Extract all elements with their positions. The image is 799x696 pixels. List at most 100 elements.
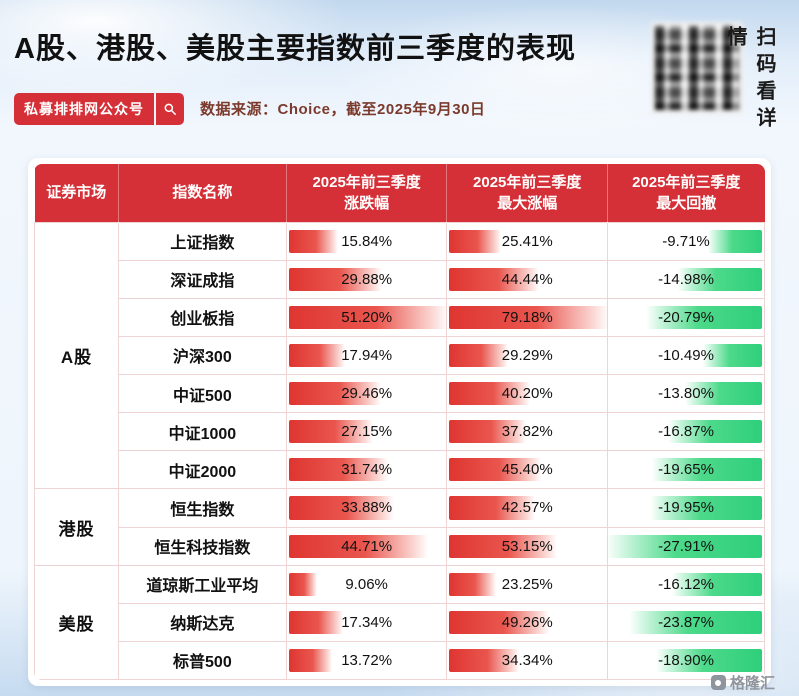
change-cell: 29.46% — [285, 373, 448, 414]
value-label: 53.15% — [501, 537, 553, 555]
drawdown-bar — [703, 343, 762, 367]
change-cell: 17.94% — [285, 335, 448, 376]
value-label: 42.57% — [501, 499, 553, 517]
drawdown-bar — [652, 458, 762, 482]
col-header-change: 2025年前三季度 涨跌幅 — [286, 164, 448, 222]
drawdown-bar — [656, 648, 762, 672]
value-label: 37.82% — [501, 423, 553, 441]
max-gain-cell: 45.40% — [446, 450, 609, 490]
value-label: -27.91% — [658, 537, 714, 555]
value-label: 44.44% — [501, 270, 553, 288]
gain-bar — [449, 382, 531, 406]
table-body: A股 上证指数 15.84% 25.41% -9.71% 深证成指 29.88% 44.44%… — [34, 221, 765, 680]
max-drawdown-cell: -13.80% — [607, 373, 765, 414]
max-gain-cell: 49.26% — [446, 602, 609, 642]
gain-bar — [288, 496, 395, 520]
value-label: 23.25% — [501, 575, 553, 593]
max-drawdown-cell: -14.98% — [607, 259, 765, 299]
gain-bar — [288, 610, 343, 634]
market-group-cell: A股 — [34, 221, 119, 490]
gain-bar — [449, 534, 557, 558]
drawdown-bar — [707, 229, 762, 253]
value-label: -13.80% — [658, 385, 714, 403]
gain-bar — [449, 496, 536, 520]
table-row: 纳斯达克 17.34% 49.26% -23.87% — [35, 602, 765, 642]
index-name-cell: 中证1000 — [117, 412, 287, 452]
col-header-market: 证券市场 — [34, 164, 119, 222]
value-label: 29.88% — [341, 270, 393, 288]
gain-bar — [288, 343, 345, 367]
gelonghui-logo: 格隆汇 — [710, 672, 775, 693]
change-cell: 51.20% — [285, 297, 449, 337]
gain-bar — [288, 267, 383, 291]
max-drawdown-cell: -9.71% — [607, 221, 765, 261]
value-label: 31.74% — [341, 461, 393, 479]
value-label: 25.41% — [501, 232, 553, 250]
gain-bar — [449, 610, 549, 634]
value-label: -19.65% — [658, 461, 714, 479]
change-cell: 17.34% — [285, 602, 448, 642]
gain-bar — [449, 572, 497, 596]
index-name-cell: 沪深300 — [117, 335, 287, 376]
max-gain-cell: 40.20% — [446, 373, 609, 414]
index-name-cell: 上证指数 — [117, 221, 287, 261]
index-name-cell: 中证2000 — [117, 450, 287, 490]
value-label: 40.20% — [501, 385, 553, 403]
subtitle-row: 私募排排网公众号 数据来源：Choice，截至2025年9月30日 — [14, 92, 639, 125]
table-row: 创业板指 51.20% 79.18% -20.79% — [35, 297, 765, 337]
qr-code — [651, 22, 743, 114]
col-header-max-gain: 2025年前三季度 最大涨幅 — [446, 164, 609, 222]
value-label: 13.72% — [341, 651, 393, 669]
max-gain-cell: 29.29% — [446, 335, 609, 376]
drawdown-bar — [645, 305, 762, 329]
max-drawdown-cell: -18.90% — [607, 640, 765, 680]
table-panel: 证券市场 指数名称 2025年前三季度 涨跌幅 2025年前三季度 最大涨幅 2… — [28, 158, 771, 686]
gain-bar — [288, 458, 388, 482]
drawdown-bar — [684, 382, 762, 406]
gain-bar — [449, 458, 541, 482]
table-row: 美股 道琼斯工业平均 9.06% 23.25% -16.12% — [34, 564, 765, 680]
index-name-cell: 创业板指 — [117, 297, 287, 337]
change-cell: 33.88% — [285, 488, 448, 528]
gain-bar — [449, 267, 539, 291]
value-label: -20.79% — [658, 308, 714, 326]
data-source-note: 数据来源：Choice，截至2025年9月30日 — [200, 101, 486, 119]
page-header: A股、港股、美股主要指数前三季度的表现 私募排排网公众号 数据来源：Choice… — [0, 0, 799, 158]
value-label: -9.71% — [662, 232, 710, 250]
table-wrap: 证券市场 指数名称 2025年前三季度 涨跌幅 2025年前三季度 最大涨幅 2… — [34, 164, 765, 680]
gain-bar — [288, 305, 449, 329]
gain-bar — [288, 648, 332, 672]
table-row: 标普500 13.72% 34.34% -18.90% — [35, 640, 765, 680]
max-gain-cell: 79.18% — [446, 297, 610, 337]
table-row: 沪深300 17.94% 29.29% -10.49% — [35, 335, 765, 376]
table-header: 证券市场 指数名称 2025年前三季度 涨跌幅 2025年前三季度 最大涨幅 2… — [34, 164, 765, 222]
gain-bar — [288, 572, 318, 596]
gain-bar — [288, 382, 381, 406]
table-row: 中证500 29.46% 40.20% -13.80% — [35, 373, 765, 414]
change-cell: 44.71% — [285, 526, 448, 566]
table-row: 港股 恒生指数 33.88% 42.57% -19.95% — [34, 488, 765, 566]
change-cell: 13.72% — [285, 640, 448, 680]
max-drawdown-cell: -16.87% — [607, 412, 765, 452]
max-drawdown-cell: -19.65% — [607, 450, 765, 490]
change-cell: 27.15% — [285, 412, 448, 452]
market-group-cell: 美股 — [34, 564, 119, 680]
badge-label: 私募排排网公众号 — [14, 92, 154, 125]
index-name-cell: 恒生科技指数 — [117, 526, 287, 566]
max-gain-cell: 37.82% — [446, 412, 609, 452]
drawdown-bar — [606, 534, 762, 558]
max-drawdown-cell: -19.95% — [607, 488, 765, 528]
value-label: -18.90% — [658, 651, 714, 669]
value-label: -19.95% — [658, 499, 714, 517]
gain-bar — [288, 534, 429, 558]
gain-bar — [288, 229, 339, 253]
drawdown-bar — [678, 267, 762, 291]
drawdown-bar — [650, 496, 762, 520]
max-drawdown-cell: -27.91% — [606, 526, 765, 566]
market-group-cell: 港股 — [34, 488, 119, 566]
value-label: 17.94% — [341, 346, 393, 364]
qr-caption: 扫码看详情 — [724, 26, 775, 134]
max-gain-cell: 44.44% — [446, 259, 609, 299]
max-drawdown-cell: -23.87% — [607, 602, 765, 642]
gain-bar — [288, 420, 374, 444]
